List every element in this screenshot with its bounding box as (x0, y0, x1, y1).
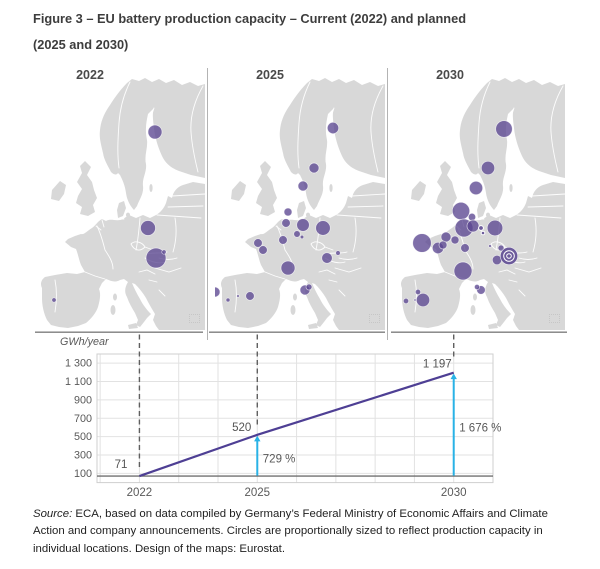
capacity-circle (335, 250, 341, 256)
capacity-circle (415, 292, 431, 308)
y-tick-label: 900 (74, 394, 92, 406)
map-year-label-2030: 2030 (436, 68, 464, 82)
map-panel-2030: 2030 (395, 68, 565, 332)
point-value-label: 1 197 (423, 359, 452, 371)
figure-title-line1: Figure 3 – EU battery production capacit… (33, 11, 467, 26)
map-panel-2025: 2025 (215, 68, 385, 332)
growth-percent-label: 729 % (263, 454, 296, 466)
capacity-circle (495, 120, 513, 138)
capacity-circle (51, 297, 57, 303)
capacity-circle (253, 238, 263, 248)
capacity-circle-bullseye (499, 246, 519, 266)
map-inset-box-icon (549, 314, 560, 323)
capacity-circle (283, 207, 293, 217)
capacity-circle (299, 234, 305, 240)
x-tick-label: 2022 (127, 487, 153, 499)
capacity-circle (281, 218, 291, 228)
growth-percent-label: 1 676 % (459, 423, 501, 435)
capacity-circle (321, 252, 333, 264)
y-axis-unit-label: GWh/year (60, 336, 109, 348)
map-inset-box-icon (369, 314, 380, 323)
y-tick-label: 300 (74, 450, 92, 462)
x-tick-label: 2030 (441, 487, 467, 499)
capacity-circle (308, 162, 320, 174)
point-value-label: 71 (115, 459, 128, 471)
source-note: Source: ECA, based on data compiled by G… (33, 506, 581, 558)
capacity-circle (402, 297, 410, 305)
capacity-circle-ringed (480, 230, 486, 236)
plot-border (96, 353, 494, 484)
capacity-circle (414, 288, 422, 296)
y-tick-label: 500 (74, 431, 92, 443)
capacity-circle (460, 243, 470, 253)
capacity-circle (474, 284, 480, 290)
capacity-circle (225, 297, 231, 303)
capacity-circle (497, 244, 505, 252)
map-inset-box-icon (189, 314, 200, 323)
capacity-circle (468, 180, 484, 196)
capacity-circle (315, 220, 331, 236)
capacity-circle (438, 240, 448, 250)
capacity-circle (147, 124, 163, 140)
capacity-circle (296, 218, 310, 232)
y-tick-label: 1 100 (65, 376, 92, 388)
capacity-circle (305, 283, 313, 291)
point-value-label: 520 (232, 422, 251, 434)
y-tick-label: 100 (74, 468, 92, 480)
capacity-circle (412, 233, 432, 253)
x-tick-label: 2025 (244, 487, 270, 499)
capacity-circle (258, 245, 268, 255)
map-year-label-2022: 2022 (76, 68, 104, 82)
map-panel-divider (387, 68, 388, 340)
europe-landmass (40, 77, 205, 330)
capacity-circle (466, 219, 480, 233)
capacity-line (139, 371, 455, 478)
europe-map-2030 (395, 77, 565, 330)
europe-map-2022 (40, 77, 205, 330)
bullseye-ring (506, 253, 512, 259)
capacity-circle (280, 260, 296, 276)
capacity-line-chart: 729 % 1 676 % 71 520 1 197 100 300 500 700 900 1 1… (35, 331, 567, 499)
capacity-circle (297, 180, 309, 192)
capacity-circle (215, 286, 221, 298)
capacity-circle (480, 160, 496, 176)
capacity-circle (326, 121, 340, 135)
capacity-circle (236, 294, 240, 298)
capacity-circle-ringed (478, 225, 484, 231)
capacity-circle (413, 298, 417, 302)
capacity-circle (486, 219, 504, 237)
europe-map-2025 (215, 77, 385, 330)
growth-arrow-head (450, 373, 457, 380)
capacity-circle (293, 230, 301, 238)
capacity-circle (451, 201, 471, 221)
capacity-circle (450, 235, 460, 245)
capacity-circle (140, 220, 156, 236)
y-tick-label: 700 (74, 413, 92, 425)
map-panel-2022: 2022 (35, 68, 205, 332)
source-label: Source: (33, 508, 73, 520)
bullseye-ring (503, 250, 515, 262)
map-panel-divider (207, 68, 208, 340)
capacity-circle (161, 249, 167, 255)
source-text: ECA, based on data compiled by Germany’s… (33, 508, 548, 555)
map-year-label-2025: 2025 (256, 68, 284, 82)
y-tick-label: 1 300 (65, 358, 92, 370)
capacity-circle (245, 291, 255, 301)
growth-arrow-head (254, 435, 261, 442)
figure-title: Figure 3 – EU battery production capacit… (33, 6, 538, 58)
capacity-circle (467, 212, 477, 222)
capacity-circle (145, 247, 167, 269)
figure-title-line2: (2025 and 2030) (33, 37, 129, 52)
capacity-circle (440, 231, 452, 243)
capacity-circle (488, 244, 492, 248)
capacity-circle (278, 235, 288, 245)
capacity-circle (453, 261, 473, 281)
